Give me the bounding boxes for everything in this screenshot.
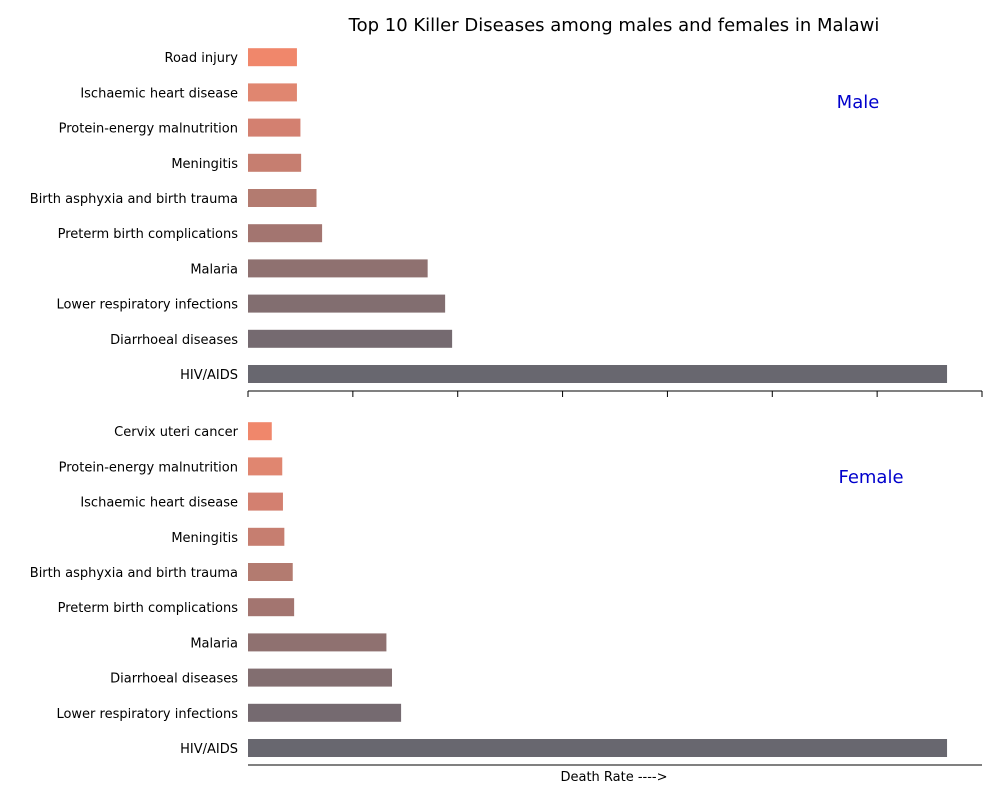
panel-label: Female (838, 467, 903, 488)
bar (248, 189, 317, 207)
female-panel: HIV/AIDS Lower respiratory infections Diar… (30, 422, 982, 766)
category-tick-label: HIV/AIDS (180, 742, 238, 757)
bar (248, 294, 446, 313)
chart-title: Top 10 Killer Diseases among males and f… (348, 15, 880, 36)
bar (248, 563, 293, 581)
category-tick-label: Preterm birth complications (58, 601, 239, 616)
bar (248, 633, 387, 652)
bar (248, 703, 402, 722)
bar (248, 457, 283, 476)
panel-label: Male (837, 92, 880, 113)
category-tick-label: HIV/AIDS (180, 368, 238, 383)
bar (248, 329, 453, 348)
bar (248, 739, 948, 757)
bar (248, 527, 285, 546)
bar (248, 492, 283, 511)
category-tick-label: Meningitis (171, 531, 238, 546)
category-tick-label: Ischaemic heart disease (80, 496, 238, 511)
male-panel: HIV/AIDS Diarrhoeal diseases Lower respira… (30, 48, 983, 397)
category-tick-label: Lower respiratory infections (56, 707, 238, 722)
bar (248, 259, 428, 278)
category-tick-label: Ischaemic heart disease (80, 86, 238, 101)
bar (248, 153, 302, 172)
category-tick-label: Meningitis (171, 157, 238, 172)
x-axis-label: Death Rate ----> (560, 770, 667, 785)
category-tick-label: Diarrhoeal diseases (110, 333, 238, 348)
bar (248, 224, 323, 243)
bar (248, 365, 948, 383)
category-tick-label: Protein-energy malnutrition (59, 460, 238, 475)
bar (248, 118, 301, 137)
bar (248, 598, 295, 617)
category-tick-label: Birth asphyxia and birth trauma (30, 192, 238, 207)
category-tick-label: Malaria (190, 636, 238, 651)
category-tick-label: Diarrhoeal diseases (110, 672, 238, 687)
category-tick-label: Protein-energy malnutrition (59, 122, 238, 137)
bar (248, 422, 272, 441)
category-tick-label: Preterm birth complications (58, 227, 239, 242)
category-tick-label: Malaria (190, 262, 238, 277)
category-tick-label: Lower respiratory infections (56, 298, 238, 313)
category-tick-label: Cervix uteri cancer (114, 425, 238, 440)
bar (248, 48, 297, 67)
bar (248, 668, 393, 687)
category-tick-label: Birth asphyxia and birth trauma (30, 566, 238, 581)
category-tick-label: Road injury (165, 51, 239, 66)
bar (248, 83, 297, 102)
